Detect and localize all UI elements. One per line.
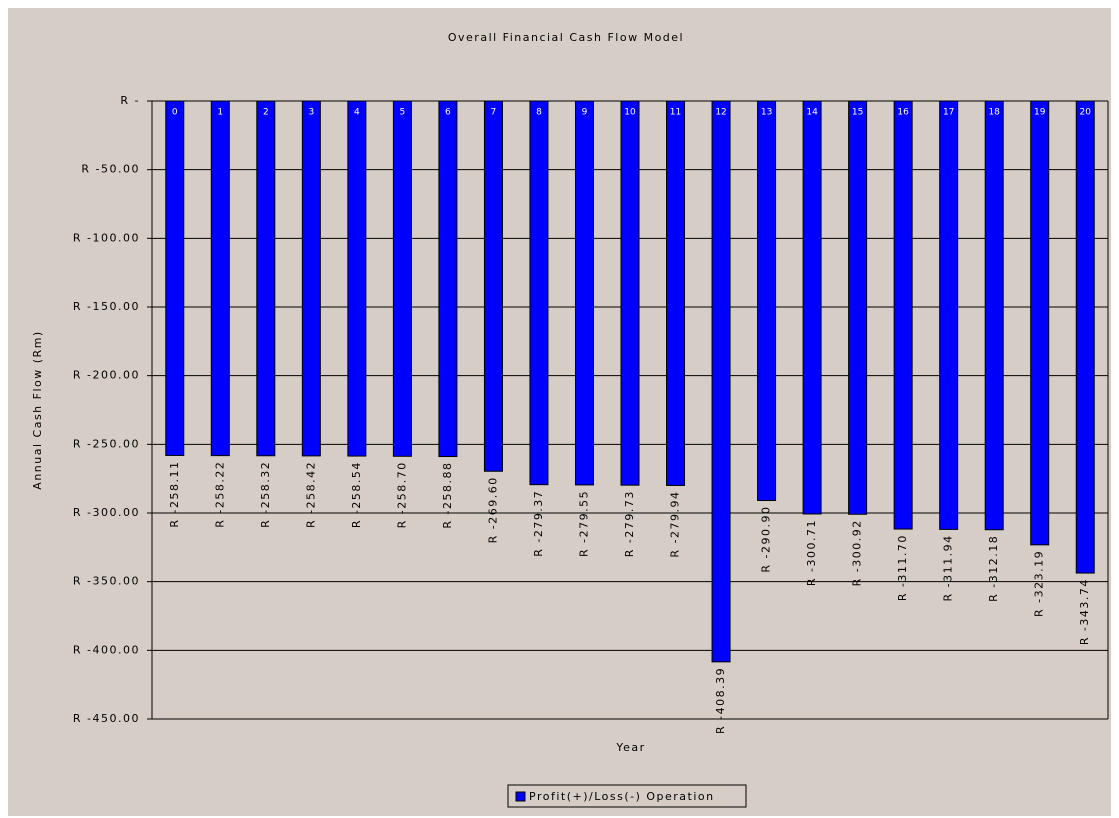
data-label: R -279.94 (669, 490, 682, 557)
data-label: R -300.92 (851, 519, 864, 586)
x-tick-label: 11 (670, 108, 681, 118)
bar (392, 100, 412, 457)
bar (529, 100, 549, 486)
x-tick-label: 9 (582, 108, 588, 118)
x-tick-label: 10 (624, 108, 636, 118)
data-label: R -258.11 (168, 460, 181, 527)
x-tick-label: 1 (217, 108, 223, 118)
legend-label: Profit(+)/Loss(-) Operation (529, 790, 715, 803)
x-tick-label: 15 (852, 108, 863, 118)
bar (1030, 100, 1050, 546)
bar (757, 100, 777, 502)
data-label: R -258.54 (350, 461, 363, 528)
bar (165, 100, 185, 456)
bar (848, 100, 868, 515)
bar (666, 100, 686, 486)
x-tick-label: 5 (400, 108, 406, 118)
y-axis-title: Annual Cash Flow (Rm) (31, 330, 44, 489)
y-tick-label: R -50.00 (81, 163, 140, 176)
x-tick-label: 14 (806, 108, 818, 118)
data-label: R -258.88 (441, 462, 454, 529)
bar (802, 100, 822, 515)
data-label: R -408.39 (714, 667, 727, 734)
data-label: R -279.73 (623, 490, 636, 557)
bar (256, 100, 276, 457)
x-tick-label: 8 (536, 108, 542, 118)
x-tick-label: 19 (1034, 108, 1046, 118)
data-label: R -312.18 (987, 535, 1000, 602)
data-label: R -311.70 (896, 534, 909, 601)
legend-box (507, 784, 747, 808)
bar (893, 100, 913, 530)
y-tick-label: R -400.00 (73, 643, 140, 656)
y-tick-label: R -150.00 (73, 300, 140, 313)
bar (711, 100, 731, 663)
data-label: R -258.70 (395, 461, 408, 528)
bar (347, 100, 367, 457)
x-tick-label: 6 (445, 108, 451, 118)
y-tick-label: R -350.00 (73, 575, 140, 588)
data-label: R -311.94 (942, 534, 955, 601)
y-tick-label: R -250.00 (73, 437, 140, 450)
x-tick-label: 20 (1080, 108, 1092, 118)
y-tick-label: R -450.00 (73, 712, 140, 725)
x-tick-label: 2 (263, 108, 269, 118)
chart-title: Overall Financial Cash Flow Model (448, 31, 684, 44)
bar (438, 100, 458, 458)
x-tick-label: 17 (943, 108, 954, 118)
y-tick-label: R -100.00 (73, 231, 140, 244)
data-label: R -300.71 (805, 519, 818, 586)
y-tick-label: R - (120, 94, 140, 107)
x-tick-label: 7 (491, 108, 497, 118)
data-label: R -258.22 (213, 461, 226, 528)
x-tick-label: 13 (761, 108, 772, 118)
y-tick-label: R -300.00 (73, 506, 140, 519)
x-tick-label: 4 (354, 108, 360, 118)
data-label: R -258.42 (304, 461, 317, 528)
background (8, 8, 1111, 816)
bar (210, 100, 230, 457)
bar (483, 100, 503, 472)
data-label: R -323.19 (1033, 550, 1046, 617)
bar (301, 100, 321, 457)
y-tick-label: R -200.00 (73, 369, 140, 382)
bar (984, 100, 1004, 531)
data-label: R -290.90 (760, 506, 773, 573)
data-label: R -343.74 (1078, 578, 1091, 645)
data-label: R -258.32 (259, 461, 272, 528)
x-tick-label: 16 (897, 108, 909, 118)
x-tick-label: 0 (172, 108, 178, 118)
x-tick-label: 3 (308, 108, 314, 118)
bar (1075, 100, 1095, 574)
data-label: R -279.37 (532, 490, 545, 557)
data-label: R -279.55 (577, 490, 590, 557)
bar (620, 100, 640, 486)
x-axis-title: Year (615, 741, 645, 754)
bar (574, 100, 594, 486)
bar (939, 100, 959, 530)
data-label: R -269.60 (486, 476, 499, 543)
x-tick-label: 18 (988, 108, 1000, 118)
x-tick-label: 12 (715, 108, 726, 118)
legend-swatch (515, 791, 526, 802)
